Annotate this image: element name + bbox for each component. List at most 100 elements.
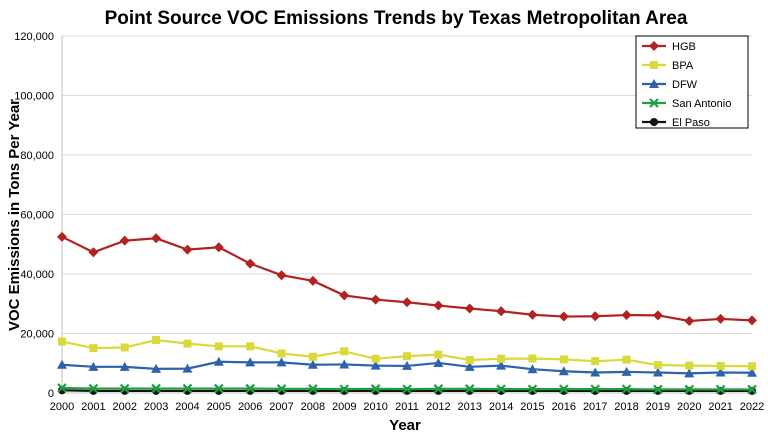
data-point-stroke — [653, 384, 663, 395]
data-point-stroke — [88, 383, 99, 394]
data-point-stroke — [590, 384, 600, 394]
data-point — [214, 383, 224, 394]
y-tick-label: 0 — [48, 388, 54, 400]
x-tick-label: 2000 — [50, 401, 74, 413]
data-point — [307, 359, 318, 369]
data-point — [528, 354, 537, 363]
data-point-stroke — [245, 383, 255, 394]
legend-label: HGB — [672, 41, 696, 53]
data-point — [527, 309, 538, 320]
x-tick-label: 2013 — [457, 401, 481, 413]
x-tick-label: 2018 — [614, 401, 638, 413]
legend-label: El Paso — [672, 117, 710, 129]
data-point — [433, 300, 444, 311]
data-point-stroke — [57, 383, 67, 393]
data-point-stroke — [370, 384, 381, 394]
data-point — [433, 384, 444, 394]
data-point — [465, 355, 474, 364]
data-point — [214, 342, 223, 351]
data-point — [527, 364, 538, 374]
x-tick-label: 2021 — [708, 401, 732, 413]
data-point-stroke — [715, 384, 726, 395]
data-point — [88, 361, 99, 371]
data-point — [747, 315, 757, 326]
axes: 0 20,000 40,000 60,000 80,000 100,000 120,000 2… — [14, 31, 764, 413]
series-dfw — [57, 356, 757, 378]
data-point — [558, 366, 569, 376]
data-point — [182, 383, 193, 394]
x-tick-label: 2020 — [677, 401, 701, 413]
data-point — [370, 360, 381, 370]
legend-item: DFW — [642, 79, 698, 91]
legend-label: BPA — [672, 60, 694, 72]
data-point — [715, 313, 726, 324]
data-point — [182, 244, 193, 255]
y-tick-label: 20,000 — [20, 329, 54, 341]
data-point — [370, 384, 381, 394]
data-point-stroke — [308, 384, 318, 394]
x-tick-label: 2001 — [81, 401, 105, 413]
data-point — [684, 368, 695, 378]
data-point-stroke — [182, 383, 193, 394]
data-point — [152, 336, 161, 345]
chart-title: Point Source VOC Emissions Trends by Tex… — [105, 8, 688, 29]
x-tick-label: 2007 — [269, 401, 293, 413]
y-tick-label: 100,000 — [14, 91, 54, 103]
data-point — [559, 355, 568, 364]
data-point — [715, 384, 726, 395]
x-tick-label: 2017 — [583, 401, 607, 413]
data-point — [119, 235, 130, 246]
data-point — [652, 367, 663, 377]
x-tick-label: 2004 — [175, 401, 199, 413]
data-point — [213, 242, 224, 253]
data-point — [340, 347, 349, 356]
data-point — [433, 357, 444, 367]
data-point-stroke — [621, 384, 632, 394]
data-point — [371, 354, 380, 363]
legend-label: DFW — [672, 79, 698, 91]
series-group — [57, 231, 757, 395]
data-point-stroke — [339, 384, 350, 394]
x-tick-label: 2005 — [207, 401, 231, 413]
data-point — [496, 384, 506, 394]
data-point-stroke — [151, 383, 161, 394]
x-tick-label: 2009 — [332, 401, 356, 413]
data-point — [402, 360, 412, 370]
x-tick-label: 2003 — [144, 401, 168, 413]
y-tick-label: 80,000 — [20, 150, 54, 162]
x-tick-label: 2011 — [395, 401, 419, 413]
data-point — [151, 383, 161, 394]
x-tick-label: 2002 — [112, 401, 136, 413]
data-point — [747, 384, 757, 395]
data-point-stroke — [649, 98, 659, 108]
series-bpa — [58, 336, 756, 371]
data-point — [591, 357, 600, 366]
data-point-stroke — [402, 384, 412, 394]
data-point-stroke — [527, 384, 538, 394]
data-point — [590, 384, 600, 394]
data-point — [119, 361, 130, 371]
x-tick-label: 2006 — [238, 401, 262, 413]
x-tick-label: 2010 — [363, 401, 387, 413]
legend-item: BPA — [642, 60, 694, 72]
data-point — [496, 306, 507, 317]
x-tick-label: 2008 — [301, 401, 325, 413]
data-point-stroke — [747, 384, 757, 395]
data-point-stroke — [119, 383, 130, 394]
data-point — [748, 362, 756, 371]
y-tick-label: 40,000 — [20, 269, 54, 281]
data-point — [650, 61, 658, 69]
data-point — [120, 343, 129, 352]
data-point-stroke — [684, 384, 695, 395]
data-point-stroke — [433, 384, 444, 394]
y-tick-label: 120,000 — [14, 31, 54, 43]
data-point — [559, 384, 569, 394]
data-point — [650, 118, 658, 126]
data-point — [276, 384, 287, 394]
data-point — [558, 311, 569, 322]
legend: HGB BPA DFW San Antonio El Paso — [635, 35, 749, 129]
data-point — [621, 366, 632, 376]
data-point — [245, 258, 256, 269]
data-point — [716, 361, 725, 370]
